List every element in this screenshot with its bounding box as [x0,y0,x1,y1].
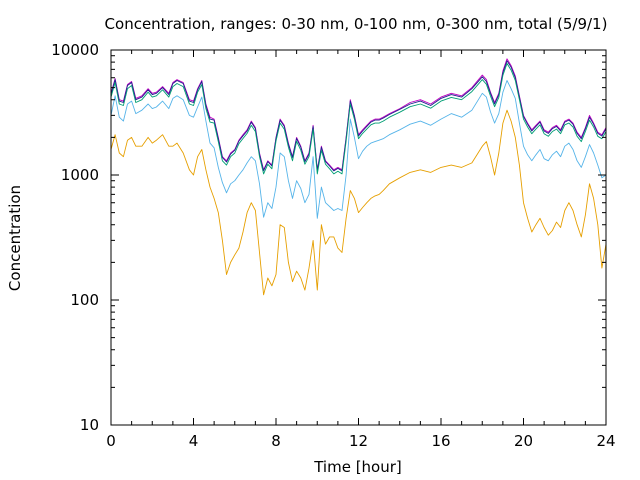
y-tick-label: 100 [70,291,99,309]
series-line-4 [110,80,607,219]
x-tick-label: 16 [431,432,450,450]
x-tick-label: 12 [349,432,368,450]
x-tick-label: 4 [189,432,199,450]
series-line-2 [110,60,607,172]
x-tick-label: 20 [514,432,533,450]
x-tick-label: 24 [596,432,615,450]
tick-layer: 0 4 8 12 16 20 24 10 100 1000 10000 [51,41,615,450]
series-line-1 [110,58,607,171]
y-tick-label: 10 [80,416,99,434]
x-tick-label: 0 [106,432,116,450]
y-tick-label: 1000 [61,166,99,184]
series-line-3 [110,63,607,175]
y-tick-label: 10000 [51,41,99,59]
chart-title: Concentration, ranges: 0-30 nm, 0-100 nm… [105,15,608,33]
x-tick-label: 8 [271,432,281,450]
x-axis-label: Time [hour] [313,458,402,476]
plot-frame [110,49,607,426]
series-layer [110,58,607,296]
y-axis-label: Concentration [6,185,24,291]
series-line-5 [110,109,607,296]
